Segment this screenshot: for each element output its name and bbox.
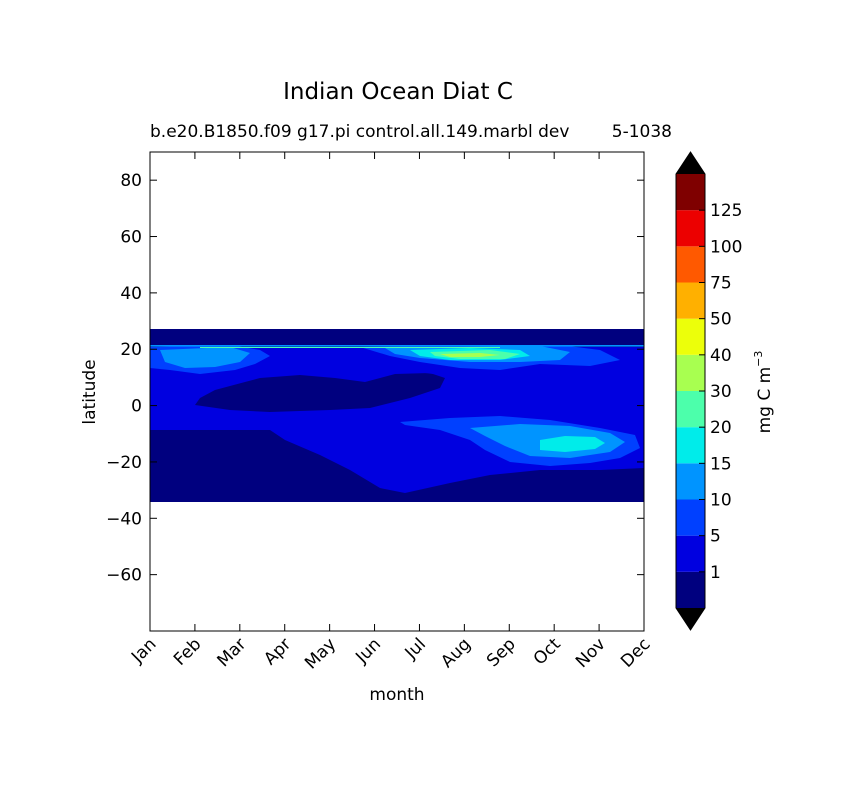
- x-tick-label: May: [301, 634, 340, 673]
- y-tick-label: 20: [120, 340, 142, 360]
- colorbar-tick-label: 5: [710, 527, 721, 547]
- colorbar-segment: [676, 391, 705, 428]
- heatmap-field: [150, 329, 644, 502]
- x-tick-label: Jun: [351, 634, 385, 668]
- colorbar-segment: [676, 282, 705, 319]
- chart-title: Indian Ocean Diat C: [283, 79, 513, 105]
- colorbar-tick-label: 50: [710, 310, 732, 330]
- x-tick-label: Aug: [437, 634, 475, 672]
- colorbar-segment: [676, 499, 705, 536]
- heatmap-north-edge-line: [150, 345, 644, 347]
- heatmap-level-5-strip: [440, 353, 500, 357]
- colorbar-label: mg C m−3: [752, 351, 775, 434]
- plot-frame: [149, 151, 645, 632]
- y-tick-label: −20: [106, 453, 142, 473]
- colorbar-segment: [676, 427, 705, 464]
- y-axis: 80 60 40 20 0 −20 −40 −60: [106, 171, 644, 586]
- colorbar-segment: [676, 571, 705, 608]
- y-tick-label: 40: [120, 284, 142, 304]
- colorbar-segment: [676, 174, 705, 211]
- colorbar-label-text: mg C m: [755, 367, 775, 434]
- colorbar-tick-label: 1: [710, 563, 721, 583]
- colorbar-segment: [676, 210, 705, 247]
- x-tick-label: Apr: [260, 634, 295, 669]
- colorbar-tick-label: 20: [710, 418, 732, 438]
- heatmap-level-4-region: [540, 436, 605, 452]
- x-tick-label: Dec: [617, 634, 654, 671]
- colorbar-under-arrow: [676, 608, 705, 630]
- x-axis-label: month: [369, 685, 424, 705]
- chart-subtitle-right: 5-1038: [612, 122, 672, 142]
- colorbar-tick-label: 125: [710, 201, 742, 221]
- y-tick-label: −60: [106, 566, 142, 586]
- x-tick-label: Jan: [127, 634, 160, 667]
- y-axis-label: latitude: [80, 359, 100, 424]
- x-tick-label: Feb: [170, 634, 205, 669]
- y-tick-label: 60: [120, 228, 142, 248]
- colorbar-outline: [675, 151, 706, 631]
- y-tick-label: 0: [131, 397, 142, 417]
- colorbar-tick-label: 75: [710, 274, 732, 294]
- y-tick-label: −40: [106, 509, 142, 529]
- colorbar-segment: [676, 318, 705, 355]
- colorbar-segment: [676, 535, 705, 572]
- heatmap-level-3-region: [160, 347, 250, 368]
- colorbar-label-exponent: −3: [752, 351, 765, 367]
- chart-subtitle-left: b.e20.B1850.f09 g17.pi control.all.149.m…: [150, 122, 569, 142]
- x-tick-label: Nov: [572, 634, 610, 672]
- x-tick-label: Sep: [483, 634, 520, 671]
- colorbar-segment: [676, 354, 705, 391]
- colorbar-tick-label: 40: [710, 346, 732, 366]
- x-tick-label: Oct: [530, 634, 565, 669]
- colorbar-segment: [676, 463, 705, 500]
- x-tick-label: Mar: [214, 634, 251, 671]
- colorbar-tick-label: 15: [710, 454, 732, 474]
- colorbar-tick-label: 100: [710, 237, 742, 257]
- colorbar-tick-label: 30: [710, 382, 732, 402]
- colorbar-tick-label: 10: [710, 491, 732, 511]
- y-tick-label: 80: [120, 171, 142, 191]
- x-tick-label: Jul: [401, 634, 430, 663]
- colorbar-over-arrow: [676, 152, 705, 174]
- colorbar-segment: [676, 246, 705, 283]
- heatmap-north-edge-line-2: [200, 347, 500, 348]
